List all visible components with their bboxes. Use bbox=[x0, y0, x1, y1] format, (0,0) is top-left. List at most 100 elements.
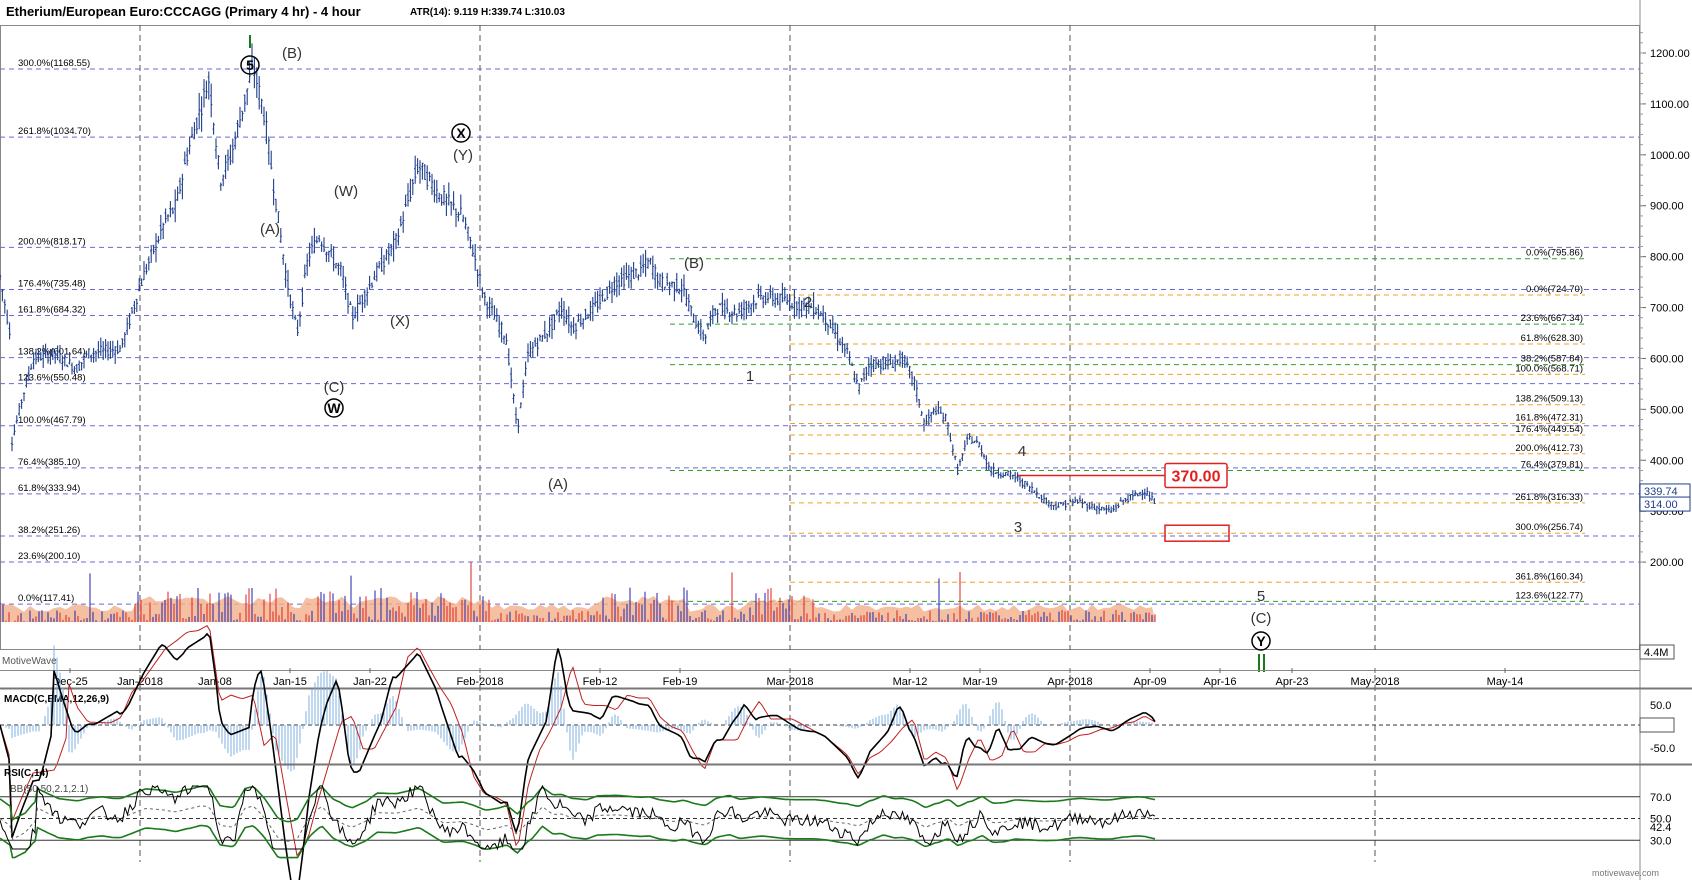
time-tick-label: Jan-08 bbox=[198, 676, 232, 688]
wave-label-n1: 1 bbox=[746, 368, 754, 385]
wave-label-Wc: W bbox=[327, 400, 341, 416]
rsi-axis-label: 50.0 bbox=[1650, 814, 1671, 826]
time-tick-label: Jan-15 bbox=[273, 676, 307, 688]
fib-left-label: 261.8%(1034.70) bbox=[18, 126, 91, 137]
price-tick-label: 1000.00 bbox=[1650, 150, 1690, 162]
rsi-axis-label: 30.0 bbox=[1650, 835, 1671, 847]
fib-green-label: 76.4%(379.81) bbox=[1521, 460, 1583, 471]
last-close-box bbox=[1639, 496, 1691, 512]
fib-left-label: 23.6%(200.10) bbox=[18, 551, 80, 562]
macd-line bbox=[0, 632, 1156, 885]
price-tick-label: 800.00 bbox=[1650, 252, 1684, 264]
wave-label-n4: 4 bbox=[1018, 443, 1026, 460]
volume-scale-label: 4.4M bbox=[1644, 647, 1668, 659]
last-high-label: 339.74 bbox=[1644, 486, 1678, 498]
price-tick-label: 900.00 bbox=[1650, 201, 1684, 213]
time-tick-label: May-2018 bbox=[1351, 676, 1400, 688]
fib-orange-label: 261.8%(316.33) bbox=[1515, 492, 1583, 503]
last-close-label: 314.00 bbox=[1644, 499, 1678, 511]
rsi-bb-label: BB(50,50,2.1,2.1) bbox=[10, 784, 88, 795]
wave-label-n5: 5 bbox=[1257, 588, 1265, 605]
fib-green-label: 23.6%(667.34) bbox=[1521, 313, 1583, 324]
rsi-bb-upper bbox=[0, 785, 1156, 823]
wave-label-n3: 3 bbox=[1014, 519, 1022, 536]
price-tick-label: 1200.00 bbox=[1650, 48, 1690, 60]
wave-circle bbox=[240, 55, 260, 75]
fib-orange-label: 138.2%(509.13) bbox=[1515, 394, 1583, 405]
fib-orange-label: 161.8%(472.31) bbox=[1515, 412, 1583, 423]
wave-label-w5: 5 bbox=[246, 57, 254, 73]
fib-orange-label: 176.4%(449.54) bbox=[1515, 424, 1583, 435]
wave-label-A2: (A) bbox=[548, 476, 568, 493]
wave-label-Y1: (Y) bbox=[453, 147, 473, 164]
wave-circle bbox=[324, 398, 344, 418]
fib-orange-label: 200.0%(412.73) bbox=[1515, 443, 1583, 454]
wave-label-B2: (B) bbox=[684, 255, 704, 272]
time-tick-label: Apr-23 bbox=[1275, 676, 1308, 688]
wave-label-Xc: X bbox=[456, 125, 466, 141]
wave-label-n2: 2 bbox=[804, 294, 812, 311]
rsi-axis-label: 70.0 bbox=[1650, 792, 1671, 804]
time-tick-label: Apr-09 bbox=[1133, 676, 1166, 688]
time-tick-label: Mar-19 bbox=[963, 676, 998, 688]
rsi-bb-lower bbox=[0, 824, 1156, 859]
time-tick-label: Dec-25 bbox=[52, 676, 87, 688]
fib-left-label: 100.0%(467.79) bbox=[18, 415, 86, 426]
price-tick-label: 700.00 bbox=[1650, 303, 1684, 315]
fib-left-label: 138.2%(601.64) bbox=[18, 347, 86, 358]
rsi-line bbox=[0, 784, 1156, 851]
fib-green-label: 38.2%(587.84) bbox=[1521, 354, 1583, 365]
fib-left-label: 61.8%(333.94) bbox=[18, 483, 80, 494]
rsi-label: RSI(C,14) bbox=[4, 768, 48, 779]
macd-last-box bbox=[1639, 717, 1675, 733]
price-tick-label: 500.00 bbox=[1650, 404, 1684, 416]
chart-title: Etherium/European Euro:CCCAGG (Primary 4… bbox=[6, 4, 361, 19]
fib-orange-label: 300.0%(256.74) bbox=[1515, 522, 1583, 533]
fib-orange-label: 0.0%(724.70) bbox=[1526, 284, 1583, 295]
fib-left-label: 38.2%(251.26) bbox=[18, 525, 80, 536]
time-tick-label: Mar-12 bbox=[893, 676, 928, 688]
rsi-axis-label: 42.4 bbox=[1650, 822, 1671, 834]
wave-label-B1: (B) bbox=[282, 45, 302, 62]
time-tick-label: Mar-2018 bbox=[766, 676, 813, 688]
macd-axis-label: -50.0 bbox=[1650, 743, 1675, 755]
price-tick-label: 200.00 bbox=[1650, 557, 1684, 569]
volume-scale-box bbox=[1639, 644, 1675, 660]
fib-orange-label: 361.8%(160.34) bbox=[1515, 571, 1583, 582]
macd-signal-line bbox=[0, 625, 1156, 857]
chart-stats: ATR(14): 9.119 H:339.74 L:310.03 bbox=[410, 7, 565, 18]
watermark-right: motivewave.com bbox=[1592, 868, 1659, 878]
fib-left-label: 176.4%(735.48) bbox=[18, 278, 86, 289]
time-tick-label: Apr-16 bbox=[1203, 676, 1236, 688]
price-tick-label: 600.00 bbox=[1650, 353, 1684, 365]
price-tick-label: 400.00 bbox=[1650, 455, 1684, 467]
fib-green-label: 0.0%(795.86) bbox=[1526, 248, 1583, 259]
wave-label-C1: (C) bbox=[324, 379, 345, 396]
time-tick-label: Feb-12 bbox=[583, 676, 618, 688]
macd-axis-label: 50.0 bbox=[1650, 700, 1671, 712]
watermark-left: MotiveWave bbox=[2, 656, 57, 667]
time-tick-label: Apr-2018 bbox=[1047, 676, 1092, 688]
fib-left-label: 0.0%(117.41) bbox=[18, 593, 74, 604]
target-box bbox=[1164, 462, 1228, 489]
price-tick-label: 1100.00 bbox=[1650, 99, 1689, 111]
time-tick-label: Jan-22 bbox=[353, 676, 387, 688]
wave-circle bbox=[1251, 631, 1271, 651]
time-tick-label: May-14 bbox=[1487, 676, 1524, 688]
fib-left-label: 200.0%(818.17) bbox=[18, 236, 86, 247]
rsi-bb-middle bbox=[0, 805, 1156, 842]
fib-left-label: 300.0%(1168.55) bbox=[18, 58, 90, 69]
wave-circle bbox=[451, 123, 471, 143]
fib-orange-label: 100.0%(568.71) bbox=[1515, 363, 1583, 374]
target-label: 370.00 bbox=[1172, 469, 1221, 486]
wave-label-X1: (X) bbox=[390, 313, 410, 330]
time-tick-label: Feb-2018 bbox=[456, 676, 503, 688]
wave-label-A1: (A) bbox=[260, 221, 280, 238]
time-tick-label: Feb-19 bbox=[663, 676, 698, 688]
support-zone-box bbox=[1164, 524, 1230, 542]
fib-left-label: 76.4%(385.10) bbox=[18, 457, 80, 468]
fib-orange-label: 61.8%(628.30) bbox=[1521, 333, 1583, 344]
fib-left-label: 123.6%(550.48) bbox=[18, 373, 86, 384]
